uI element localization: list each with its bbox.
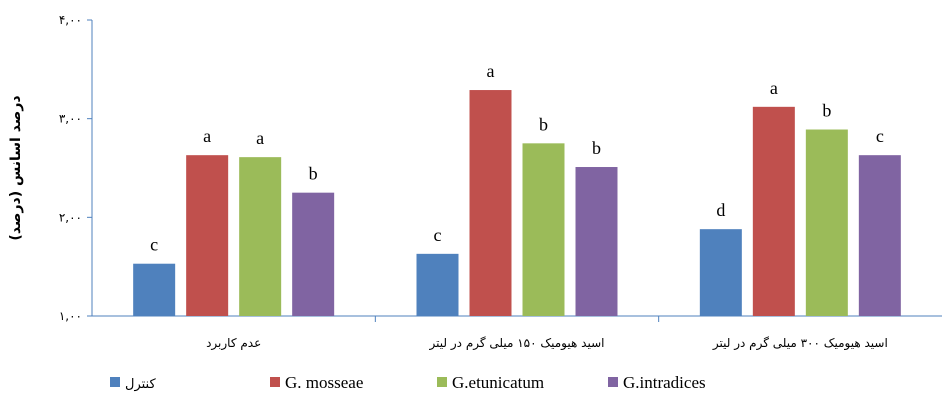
- bar: [133, 263, 176, 316]
- legend-label: G.intradices: [623, 373, 706, 392]
- legend-label: کنترل: [125, 377, 156, 392]
- x-category-label: اسید هیومیک ۳۰۰ میلی گرم در لیتر: [712, 336, 888, 351]
- data-label: b: [539, 114, 548, 134]
- bar: [186, 155, 229, 316]
- legend-swatch: [270, 377, 280, 387]
- y-tick-label: ۳,۰۰: [59, 112, 82, 126]
- data-label: d: [716, 200, 725, 220]
- data-label: b: [822, 101, 831, 121]
- bar: [699, 229, 742, 316]
- x-category-label: اسید هیومیک ۱۵۰ میلی گرم در لیتر: [429, 336, 605, 351]
- legend-swatch: [608, 377, 618, 387]
- data-label: b: [309, 164, 318, 184]
- data-label: c: [434, 225, 442, 245]
- legend-label: G.etunicatum: [452, 373, 544, 392]
- bar: [522, 143, 565, 316]
- legend-swatch: [110, 377, 120, 387]
- data-label: a: [770, 78, 778, 98]
- data-label: a: [256, 128, 264, 148]
- bar: [292, 192, 335, 316]
- bar: [805, 129, 848, 316]
- bar: [752, 106, 795, 317]
- bar: [416, 253, 459, 316]
- data-label: c: [150, 235, 158, 255]
- y-tick-label: ۱,۰۰: [59, 309, 82, 323]
- data-label: a: [487, 61, 495, 81]
- bar: [575, 167, 618, 316]
- bar: [239, 157, 282, 316]
- bar: [469, 90, 512, 316]
- y-axis-label: درصد اسانس (درصد): [8, 95, 24, 240]
- y-tick-label: ۲,۰۰: [59, 210, 82, 224]
- data-label: c: [876, 126, 884, 146]
- data-label: b: [592, 138, 601, 158]
- data-label: a: [203, 126, 211, 146]
- bar: [858, 155, 901, 316]
- legend-label: G. mosseae: [285, 373, 363, 392]
- legend-swatch: [437, 377, 447, 387]
- x-category-label: عدم کاربرد: [206, 336, 261, 351]
- y-tick-label: ۴,۰۰: [59, 13, 82, 27]
